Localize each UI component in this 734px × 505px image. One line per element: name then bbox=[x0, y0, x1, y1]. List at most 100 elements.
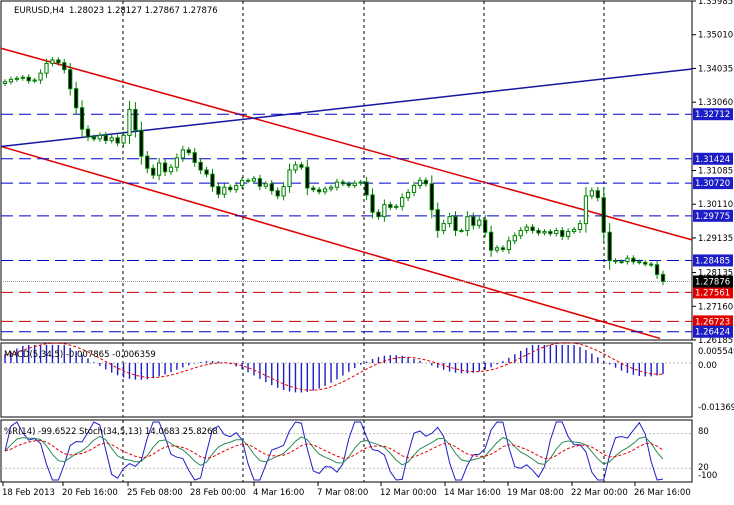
candle-body bbox=[68, 69, 73, 90]
candle-body bbox=[56, 59, 61, 64]
candle-body bbox=[583, 195, 589, 225]
candle-body bbox=[305, 166, 310, 189]
x-axis-tick-label: 7 Mar 08:00 bbox=[317, 488, 368, 498]
candle-body bbox=[566, 231, 571, 237]
candle-body bbox=[174, 157, 180, 168]
candle-body bbox=[14, 77, 19, 80]
blue-trendline bbox=[0, 68, 693, 148]
candle-body bbox=[151, 167, 156, 176]
candle-body bbox=[453, 216, 458, 232]
x-axis-tick-label: 18 Feb 2013 bbox=[2, 488, 55, 498]
y-axis-tick-label: 1.26185 bbox=[698, 336, 733, 346]
candle-body bbox=[97, 134, 102, 140]
price-pane bbox=[0, 0, 693, 341]
y-axis-tick-label: 1.35985 bbox=[698, 0, 733, 7]
candle-body bbox=[607, 231, 612, 262]
y-axis-tick-label: 1.33060 bbox=[698, 98, 733, 108]
candle-body bbox=[257, 178, 263, 187]
candle-body bbox=[269, 183, 274, 192]
x-axis-tick-label: 28 Feb 00:00 bbox=[190, 488, 246, 498]
x-axis-tick-label: 25 Feb 08:00 bbox=[127, 488, 183, 498]
candle-body bbox=[162, 162, 168, 173]
candle-body bbox=[222, 186, 227, 195]
level-label-red-bg bbox=[693, 286, 733, 299]
candle-body bbox=[643, 261, 648, 265]
oscillator-pane: 80 20-100 bbox=[0, 419, 717, 483]
candle-body bbox=[577, 223, 583, 230]
candle-body bbox=[281, 186, 286, 197]
candle-body bbox=[133, 108, 138, 131]
current-price-label-bg bbox=[693, 275, 733, 288]
candle-body bbox=[216, 186, 221, 195]
x-axis-tick-label: 22 Mar 00:00 bbox=[571, 488, 628, 498]
candle-body bbox=[411, 185, 417, 193]
candle-body bbox=[400, 197, 405, 207]
candle-body bbox=[435, 209, 440, 232]
candle-body bbox=[465, 216, 470, 232]
y-axis-tick-label: 1.35010 bbox=[698, 31, 733, 41]
oscillator-y-tick-label: -100 bbox=[698, 471, 717, 481]
y-axis-tick-label: 1.27160 bbox=[698, 302, 733, 312]
candle-body bbox=[121, 134, 126, 144]
candle-body bbox=[423, 179, 429, 185]
candle-body bbox=[145, 155, 150, 169]
candle-body bbox=[50, 59, 55, 64]
candle-body bbox=[417, 179, 423, 187]
level-label-blue-bg bbox=[693, 325, 733, 338]
candle-body bbox=[660, 273, 666, 282]
y-axis-tick-label: 1.30110 bbox=[698, 200, 733, 210]
level-label-blue-bg bbox=[693, 254, 733, 267]
level-label-red: 1.26723 bbox=[695, 317, 730, 327]
candle-body bbox=[192, 152, 197, 163]
header-ohlc: 1.28023 1.28127 1.27867 1.27876 bbox=[69, 6, 218, 16]
candle-body bbox=[103, 134, 108, 142]
y-axis-tick-label: 1.34035 bbox=[698, 64, 733, 74]
level-label-blue: 1.26424 bbox=[695, 328, 730, 338]
candle-body bbox=[26, 76, 31, 82]
candle-body bbox=[234, 185, 239, 191]
level-label-blue-bg bbox=[693, 209, 733, 222]
candle-body bbox=[44, 62, 49, 74]
candle-body bbox=[358, 181, 363, 184]
macd-y-tick-label: 0.00 bbox=[698, 361, 717, 371]
candle-body bbox=[156, 162, 162, 176]
x-axis-tick-label: 14 Mar 16:00 bbox=[444, 488, 501, 498]
level-label-blue-bg bbox=[693, 152, 733, 165]
current-price-label: 1.27876 bbox=[695, 278, 730, 288]
channel-upper-line bbox=[0, 47, 693, 241]
candle-body bbox=[388, 204, 393, 208]
level-label-blue: 1.31424 bbox=[695, 155, 730, 165]
level-label-red-bg bbox=[693, 315, 733, 328]
macd-y-tick-label: -0.01369 bbox=[698, 403, 734, 413]
candle-body bbox=[62, 62, 67, 71]
candle-body bbox=[180, 149, 185, 159]
candle-body bbox=[370, 194, 375, 213]
stoch-signal-line bbox=[4, 439, 664, 459]
candle-body bbox=[245, 179, 251, 182]
candle-body bbox=[322, 188, 328, 193]
candle-body bbox=[311, 187, 316, 191]
candle-body bbox=[74, 88, 79, 109]
oscillator-y-tick-label: 80 bbox=[698, 427, 709, 437]
candle-body bbox=[198, 161, 203, 171]
candle-body bbox=[631, 257, 636, 263]
y-axis-tick-label: 1.28135 bbox=[698, 269, 733, 279]
y-axis-tick-label: 1.29135 bbox=[698, 234, 733, 244]
candle-body bbox=[91, 136, 97, 140]
candle-body bbox=[210, 173, 215, 188]
pane-border bbox=[0, 419, 693, 483]
oscillator-y-tick-label: 20 bbox=[698, 463, 709, 473]
x-axis-tick-label: 19 Mar 08:00 bbox=[507, 488, 564, 498]
candle-body bbox=[405, 191, 411, 199]
level-label-blue: 1.28485 bbox=[695, 256, 730, 266]
candle-body bbox=[287, 169, 292, 188]
level-label-blue: 1.29775 bbox=[695, 212, 730, 222]
percent-r-line bbox=[4, 421, 664, 481]
candle-body bbox=[275, 190, 280, 197]
candle-body bbox=[494, 247, 500, 251]
candle-body bbox=[625, 257, 630, 263]
x-axis-tick-label: 20 Feb 16:00 bbox=[62, 488, 118, 498]
channel-lower-line bbox=[0, 145, 661, 340]
